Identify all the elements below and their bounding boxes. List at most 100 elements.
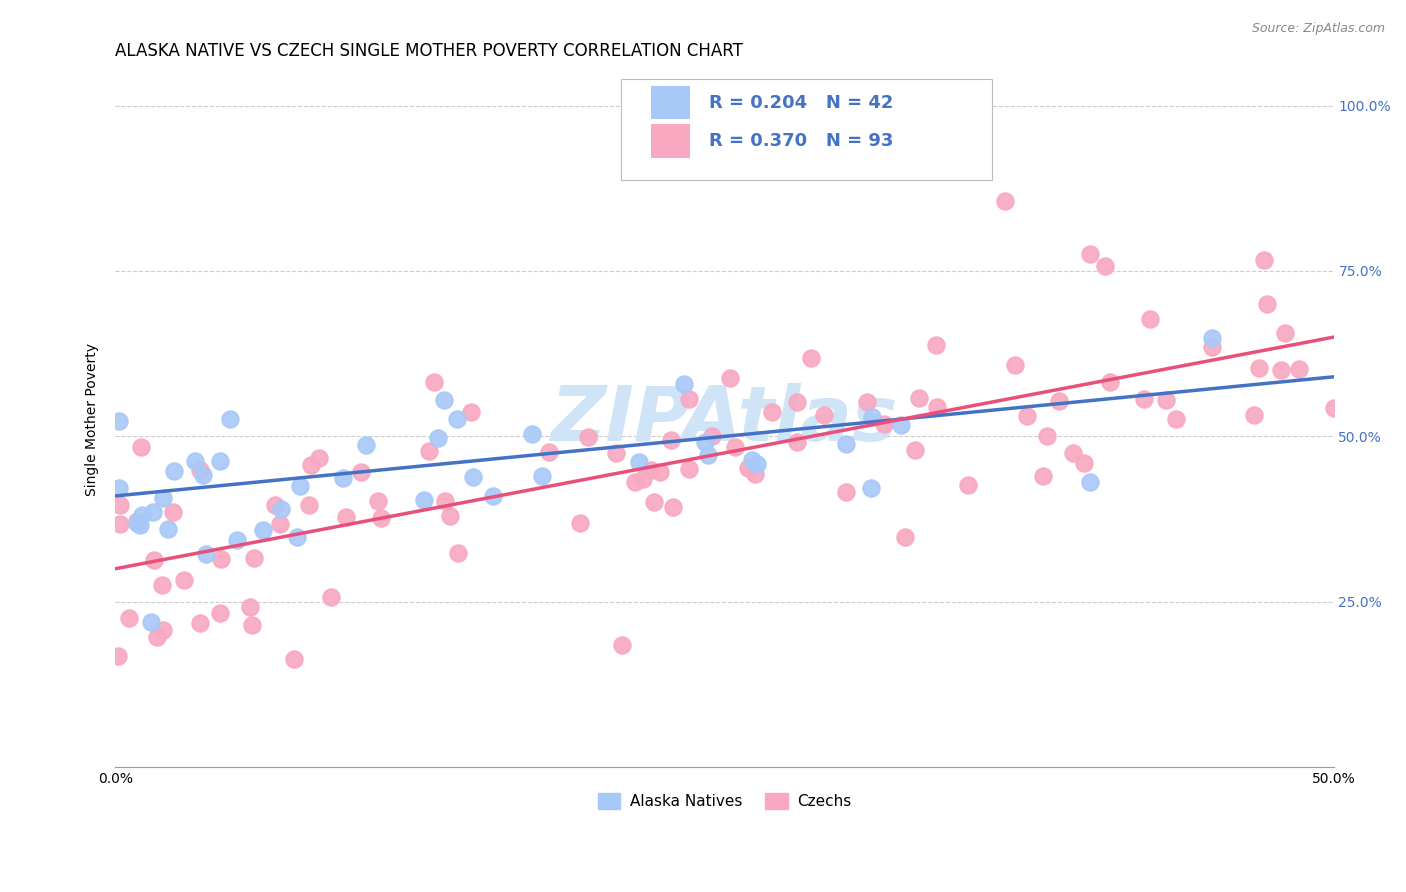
Point [957, 478, 980, 492]
Point [285, 530, 308, 544]
Point [904, 442, 927, 457]
Point [576, 430, 599, 444]
Point [107, 648, 129, 663]
FancyBboxPatch shape [651, 86, 690, 120]
Point [433, 392, 456, 407]
Point [1243, 408, 1265, 422]
Point [283, 651, 305, 665]
Point [108, 516, 131, 531]
Point [139, 615, 162, 629]
Point [737, 460, 759, 475]
Point [569, 516, 592, 530]
Point [624, 475, 647, 489]
Point [1062, 446, 1084, 460]
Point [350, 465, 373, 479]
Point [994, 194, 1017, 208]
Point [128, 518, 150, 533]
Point [1154, 392, 1177, 407]
Point [1247, 361, 1270, 376]
Point [873, 417, 896, 432]
Point [1032, 469, 1054, 483]
Point [650, 465, 672, 479]
Point [813, 408, 835, 422]
Point [1017, 409, 1039, 423]
Point [356, 438, 378, 452]
Point [413, 492, 436, 507]
Point [269, 516, 291, 531]
Point [146, 630, 169, 644]
Point [893, 530, 915, 544]
Point [1004, 358, 1026, 372]
Point [434, 493, 457, 508]
Text: ZIPAtlas: ZIPAtlas [551, 383, 898, 457]
Point [1073, 456, 1095, 470]
Point [659, 434, 682, 448]
Point [152, 623, 174, 637]
Point [150, 578, 173, 592]
Legend: Alaska Natives, Czechs: Alaska Natives, Czechs [592, 787, 858, 815]
Point [627, 455, 650, 469]
Point [741, 452, 763, 467]
Point [301, 458, 323, 472]
Point [439, 508, 461, 523]
Point [125, 516, 148, 530]
Point [530, 469, 553, 483]
Point [859, 481, 882, 495]
Point [1253, 253, 1275, 268]
Point [226, 533, 249, 548]
Point [288, 479, 311, 493]
Point [156, 522, 179, 536]
Point [242, 550, 264, 565]
Text: R = 0.370   N = 93: R = 0.370 N = 93 [709, 132, 893, 150]
Point [367, 494, 389, 508]
Point [800, 351, 823, 365]
Point [446, 412, 468, 426]
Point [724, 440, 747, 454]
Point [697, 448, 720, 462]
Point [142, 505, 165, 519]
Point [1139, 312, 1161, 326]
Point [426, 431, 449, 445]
Point [678, 462, 700, 476]
Point [184, 454, 207, 468]
Point [835, 437, 858, 451]
Point [270, 501, 292, 516]
Point [239, 599, 262, 614]
Point [1164, 412, 1187, 426]
Point [761, 405, 783, 419]
Point [108, 414, 131, 428]
Point [418, 444, 440, 458]
Point [1132, 392, 1154, 406]
Point [447, 546, 470, 560]
Point [219, 411, 242, 425]
Point [1256, 297, 1278, 311]
Point [208, 607, 231, 621]
Point [744, 467, 766, 481]
Point [1270, 362, 1292, 376]
Point [1078, 247, 1101, 261]
Point [925, 400, 948, 414]
Point [662, 500, 685, 514]
Point [321, 591, 343, 605]
Point [700, 428, 723, 442]
Text: ALASKA NATIVE VS CZECH SINGLE MOTHER POVERTY CORRELATION CHART: ALASKA NATIVE VS CZECH SINGLE MOTHER POV… [115, 42, 744, 60]
Point [308, 450, 330, 465]
Point [1201, 331, 1223, 345]
Point [162, 505, 184, 519]
Point [605, 446, 627, 460]
Y-axis label: Single Mother Poverty: Single Mother Poverty [86, 343, 100, 496]
Point [125, 514, 148, 528]
Point [190, 463, 212, 477]
Text: R = 0.204   N = 42: R = 0.204 N = 42 [709, 94, 893, 112]
Point [786, 434, 808, 449]
FancyBboxPatch shape [621, 79, 993, 180]
Point [173, 573, 195, 587]
Point [152, 491, 174, 506]
Point [370, 511, 392, 525]
Point [537, 445, 560, 459]
Point [332, 470, 354, 484]
Point [264, 498, 287, 512]
Point [208, 453, 231, 467]
Point [1322, 401, 1344, 415]
Point [908, 391, 931, 405]
